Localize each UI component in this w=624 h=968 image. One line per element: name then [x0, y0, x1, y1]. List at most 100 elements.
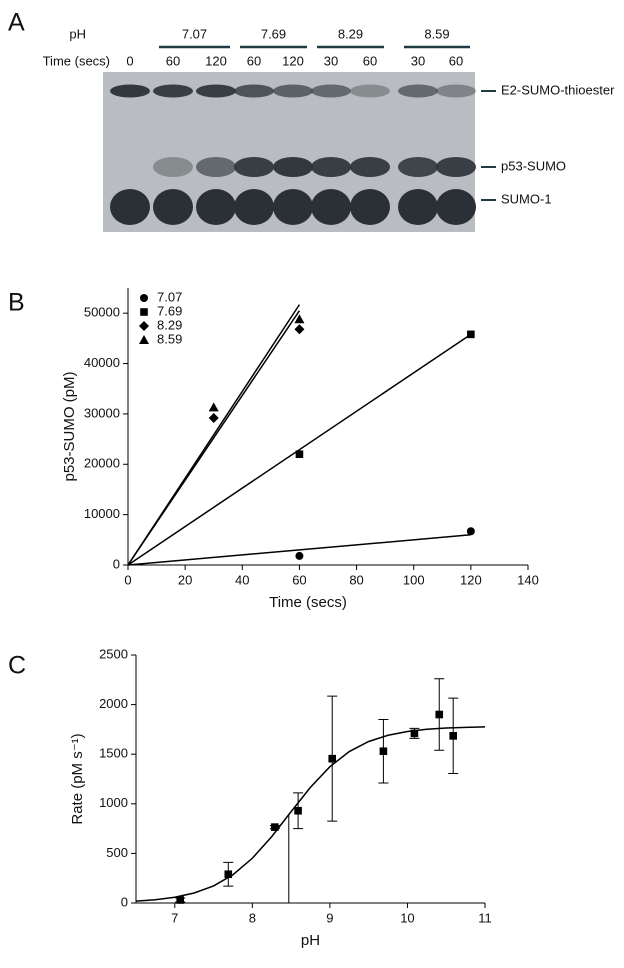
fit-line: [135, 726, 486, 902]
lane-label: 60: [166, 53, 180, 68]
x-tick-label: 120: [460, 572, 482, 587]
point: [208, 412, 219, 423]
fit-line: [127, 534, 471, 566]
point: [449, 732, 458, 740]
blot-band: [398, 84, 438, 98]
point: [224, 870, 233, 879]
x-tick-label: 60: [292, 572, 306, 587]
blot-band: [398, 189, 438, 225]
x-tick-label: 20: [178, 572, 192, 587]
blot-band: [196, 84, 236, 98]
point: [140, 294, 148, 302]
band-label: p53-SUMO: [501, 158, 566, 173]
lane-label: 60: [363, 53, 377, 68]
blot-band: [234, 84, 274, 98]
x-tick-label: 8: [249, 910, 256, 925]
point: [467, 330, 475, 339]
fit-line: [127, 333, 472, 566]
y-tick-label: 10000: [84, 506, 120, 521]
blot-band: [436, 84, 476, 98]
ph-row-label: pH: [69, 26, 86, 41]
y-axis-label: Rate (pM s⁻¹): [69, 733, 86, 824]
lane-label: 120: [282, 53, 304, 68]
blot-band: [234, 157, 274, 177]
blot-band: [110, 189, 150, 225]
blot-band: [311, 157, 351, 177]
band-label: SUMO-1: [501, 191, 552, 206]
x-tick-label: 0: [124, 572, 131, 587]
blot-band: [234, 189, 274, 225]
x-tick-label: 140: [517, 572, 539, 587]
x-tick-label: 11: [478, 910, 492, 925]
x-tick-label: 80: [349, 572, 363, 587]
lane-label: 60: [449, 53, 463, 68]
point: [294, 314, 305, 324]
point: [295, 450, 304, 458]
blot-band: [350, 84, 390, 98]
blot-band: [436, 189, 476, 225]
y-tick-label: 500: [106, 845, 128, 860]
x-axis-label: Time (secs): [269, 594, 347, 611]
point: [295, 551, 304, 560]
point: [294, 806, 302, 815]
band-label: E2-SUMO-thioester: [501, 82, 615, 97]
y-tick-label: 0: [113, 556, 120, 571]
legend-label: 7.07: [157, 289, 182, 304]
blot-band: [273, 157, 313, 177]
x-tick-label: 9: [326, 910, 333, 925]
y-tick-label: 30000: [84, 405, 120, 420]
x-tick-label: 40: [235, 572, 249, 587]
y-tick-label: 1000: [99, 795, 128, 810]
ph-group-label: 8.29: [338, 26, 363, 41]
blot-band: [110, 84, 150, 98]
y-tick-label: 0: [121, 894, 128, 909]
point: [139, 321, 149, 331]
x-tick-label: 100: [403, 572, 425, 587]
point: [328, 754, 337, 763]
x-axis-label: pH: [301, 932, 320, 949]
blot-band: [398, 157, 438, 177]
blot-band: [196, 157, 236, 177]
blot-band: [153, 84, 193, 98]
ph-group-label: 7.69: [261, 26, 286, 41]
fit-line: [127, 304, 301, 566]
lane-label: 60: [247, 53, 261, 68]
y-tick-label: 1500: [99, 746, 128, 761]
point: [435, 710, 444, 719]
panel-letter: C: [8, 652, 26, 680]
y-tick-label: 20000: [84, 456, 120, 471]
blot-band: [153, 189, 193, 225]
lane-label: 120: [205, 53, 227, 68]
x-tick-label: 10: [400, 910, 414, 925]
panel-letter: A: [8, 9, 25, 37]
legend-label: 7.69: [157, 303, 182, 318]
blot-band: [436, 157, 476, 177]
legend-label: 8.29: [157, 317, 182, 332]
blot-band: [350, 157, 390, 177]
ph-group-label: 8.59: [424, 26, 449, 41]
point: [208, 402, 219, 412]
x-tick-label: 7: [171, 910, 178, 925]
blot-band: [273, 189, 313, 225]
y-axis-label: p53-SUMO (pM): [61, 371, 78, 481]
point: [176, 896, 185, 904]
point: [139, 335, 149, 344]
blot-band: [153, 157, 193, 177]
blot-band: [311, 189, 351, 225]
blot-band: [350, 189, 390, 225]
point: [294, 324, 305, 335]
point: [466, 527, 475, 536]
time-row-label: Time (secs): [43, 53, 110, 68]
blot-band: [273, 84, 313, 98]
y-tick-label: 2500: [99, 646, 128, 661]
blot-band: [196, 189, 236, 225]
point: [140, 308, 148, 316]
ph-group-label: 7.07: [182, 26, 207, 41]
y-tick-label: 50000: [84, 305, 120, 320]
blot-band: [311, 84, 351, 98]
panel-letter: B: [8, 289, 25, 317]
legend-label: 8.59: [157, 331, 182, 346]
y-tick-label: 2000: [99, 696, 128, 711]
lane-label: 30: [411, 53, 425, 68]
